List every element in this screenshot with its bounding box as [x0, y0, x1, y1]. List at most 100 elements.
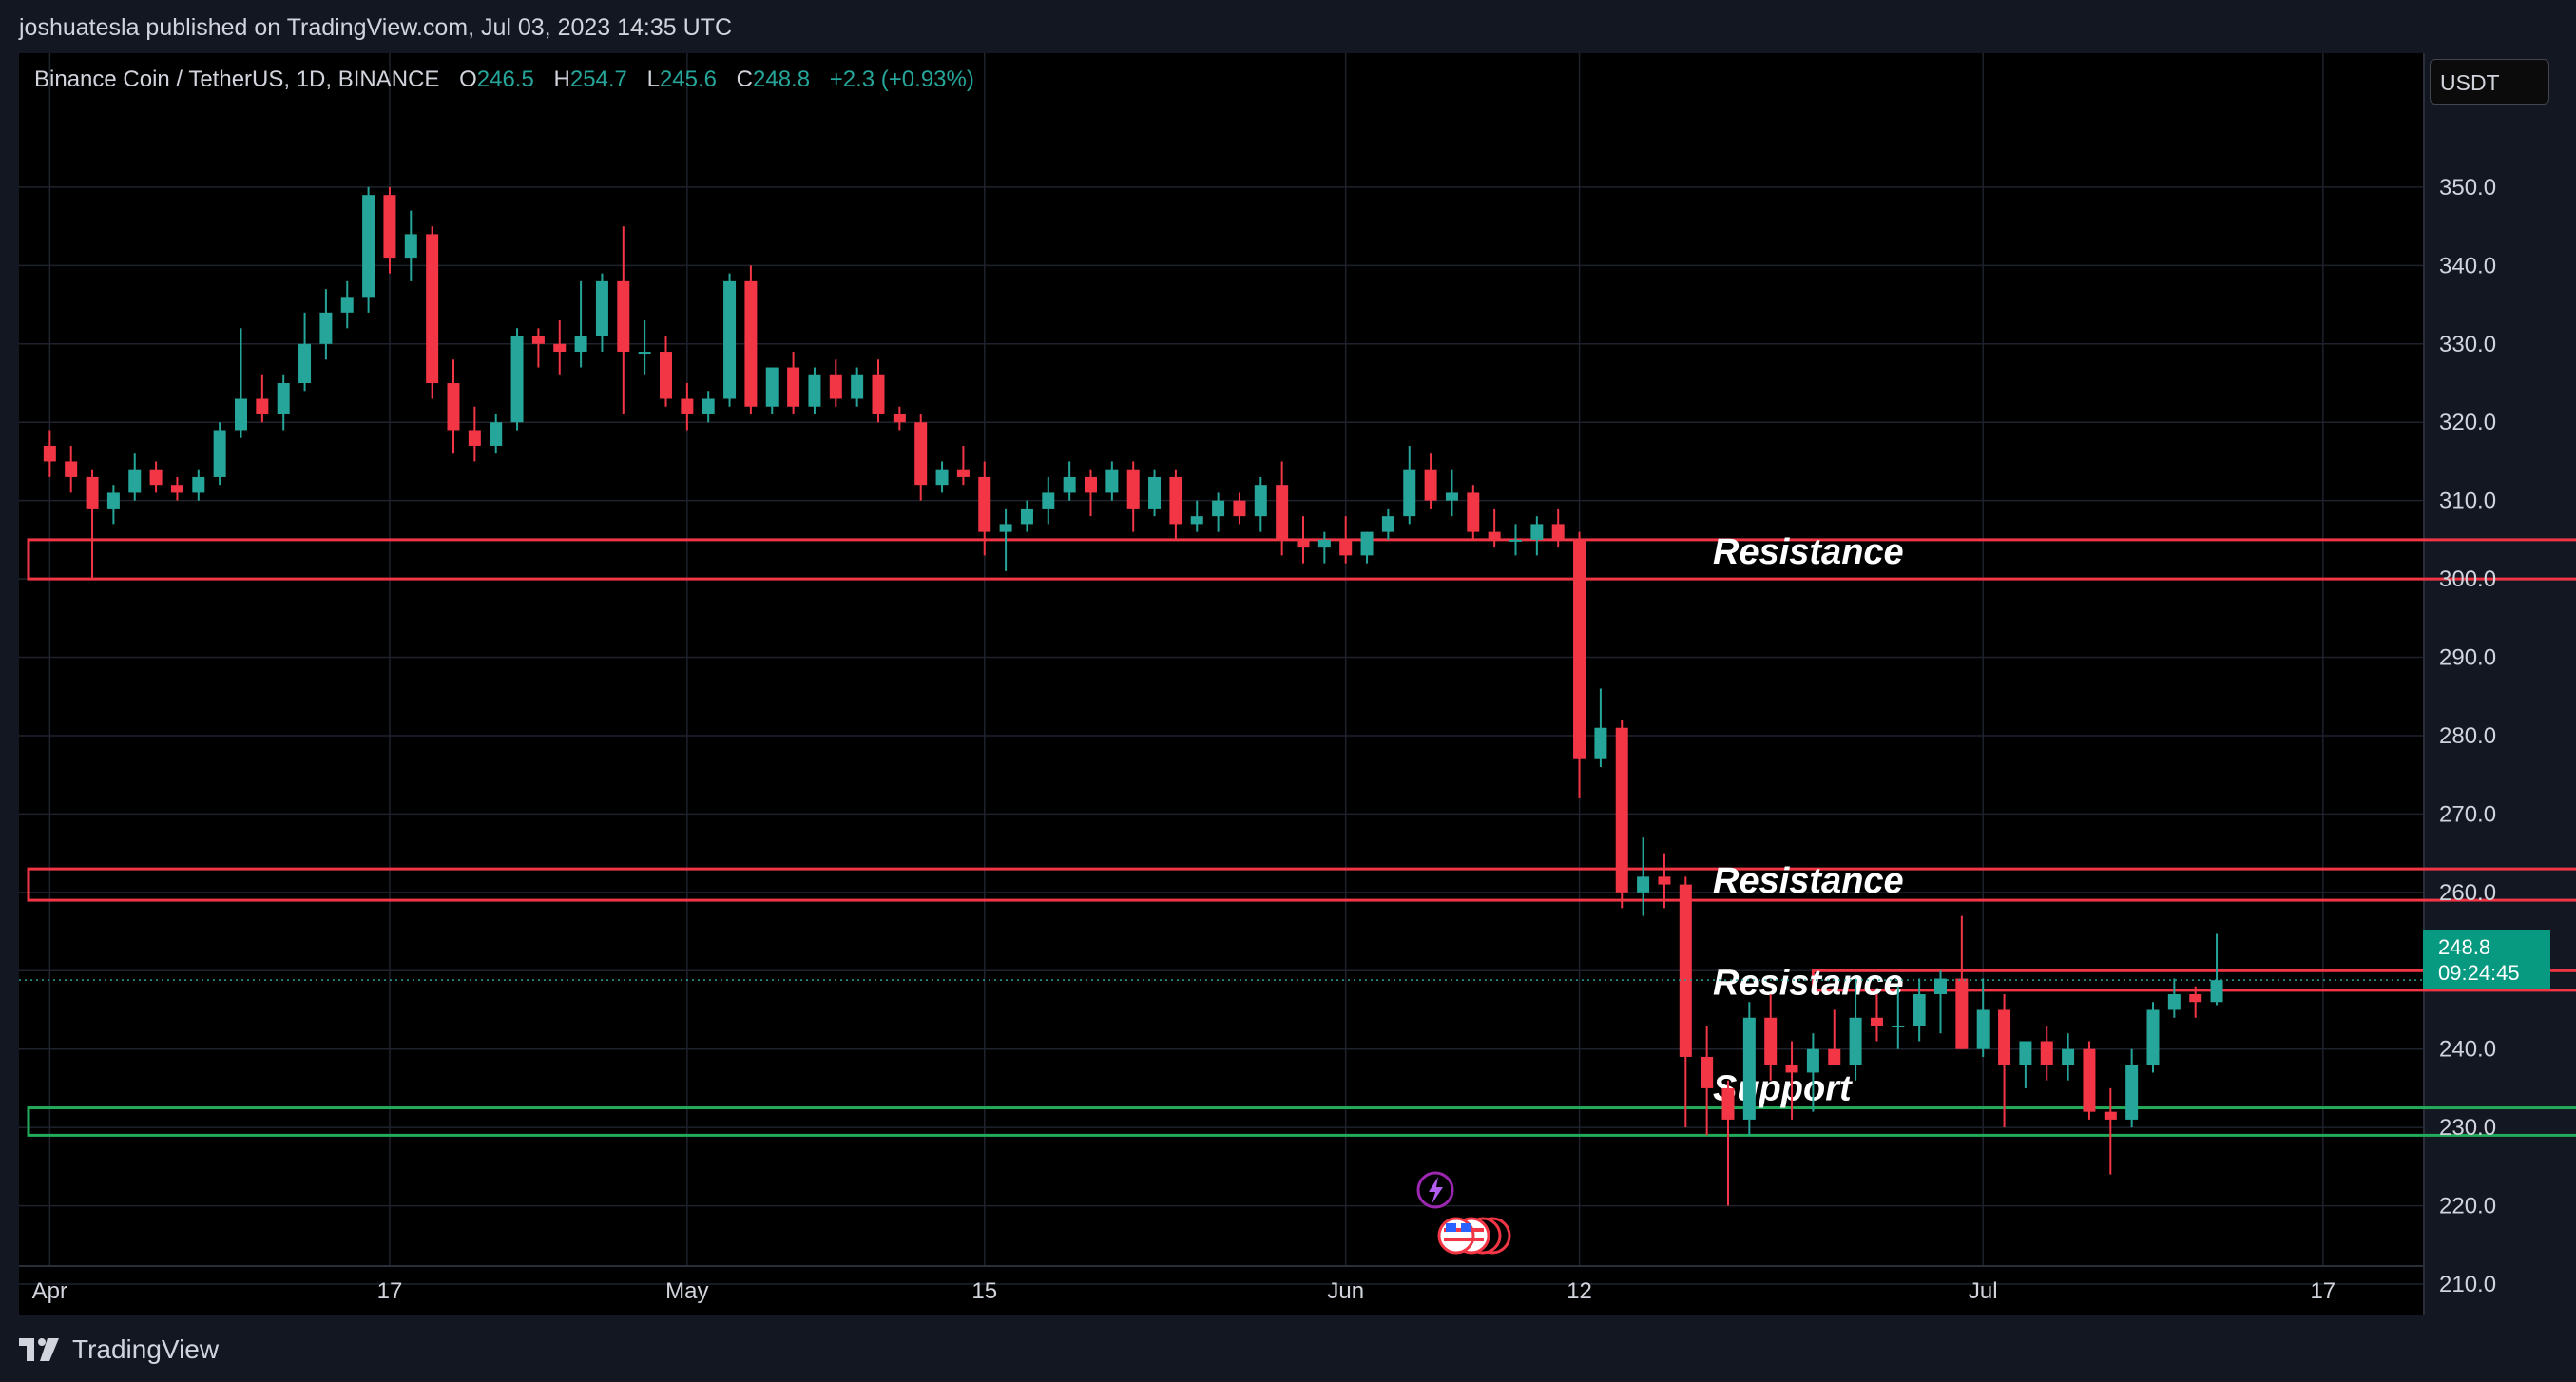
plot-area[interactable]	[19, 53, 2424, 1315]
candle-up[interactable]	[2062, 1033, 2075, 1081]
candle-up[interactable]	[808, 367, 821, 414]
candle-up[interactable]	[2019, 1041, 2032, 1088]
candle-up[interactable]	[1530, 516, 1544, 556]
candle-down[interactable]	[893, 406, 906, 431]
resistance-zone[interactable]	[27, 867, 2576, 902]
candle-down[interactable]	[1679, 876, 1692, 1128]
candle-up[interactable]	[2210, 933, 2223, 1006]
candle-up[interactable]	[574, 280, 587, 368]
candle-up[interactable]	[319, 289, 333, 360]
candle-down[interactable]	[1297, 516, 1310, 564]
candle-up[interactable]	[1594, 688, 1607, 767]
candle-down[interactable]	[426, 226, 439, 399]
candle-up[interactable]	[298, 312, 312, 392]
candle-up[interactable]	[1509, 524, 1522, 556]
candle-down[interactable]	[1467, 485, 1480, 540]
candle-down[interactable]	[872, 359, 885, 423]
resistance-zone[interactable]	[1811, 969, 2576, 992]
candle-up[interactable]	[1360, 531, 1374, 564]
candle-up[interactable]	[192, 469, 205, 501]
candle-up[interactable]	[1934, 970, 1947, 1034]
candle-up[interactable]	[1212, 492, 1225, 532]
candle-up[interactable]	[1403, 445, 1416, 525]
candle-up[interactable]	[723, 273, 737, 407]
candle-up[interactable]	[1254, 476, 1267, 532]
candle-up[interactable]	[2146, 1002, 2160, 1073]
candle-down[interactable]	[2040, 1025, 2053, 1081]
candle-up[interactable]	[128, 453, 142, 501]
candle-down[interactable]	[744, 265, 758, 414]
candle-up[interactable]	[277, 374, 290, 431]
candle-down[interactable]	[1169, 469, 1182, 540]
candle-down[interactable]	[1551, 508, 1565, 548]
candle-down[interactable]	[1828, 1009, 1841, 1065]
candle-up[interactable]	[213, 422, 226, 486]
candle-up[interactable]	[1042, 476, 1055, 525]
symbol-legend[interactable]: Binance Coin / TetherUS, 1D, BINANCE O24…	[34, 67, 974, 93]
candle-up[interactable]	[935, 461, 949, 493]
candle-down[interactable]	[256, 374, 269, 423]
candle-down[interactable]	[787, 352, 800, 414]
candle-down[interactable]	[447, 359, 460, 454]
candle-up[interactable]	[510, 328, 524, 431]
candle-down[interactable]	[1701, 1025, 1714, 1136]
candle-up[interactable]	[404, 210, 417, 281]
candle-down[interactable]	[383, 186, 396, 274]
time-axis[interactable]: Apr17May15Jun12Jul17Aug14Sep	[32, 1278, 2576, 1304]
candle-down[interactable]	[1721, 1080, 1735, 1206]
candle-up[interactable]	[490, 413, 503, 454]
candle-up[interactable]	[765, 367, 779, 414]
candle-down[interactable]	[2189, 986, 2202, 1018]
candle-up[interactable]	[595, 273, 608, 353]
candle-up[interactable]	[1892, 986, 1905, 1049]
candle-up[interactable]	[2125, 1048, 2139, 1128]
candle-up[interactable]	[1637, 837, 1650, 916]
price-axis[interactable]: 350.0 340.0 330.0 320.0 310.0 300.0 290.0 280.0…	[2439, 175, 2496, 1297]
candle-up[interactable]	[638, 320, 651, 375]
candle-down[interactable]	[956, 445, 970, 486]
candle-down[interactable]	[1085, 469, 1097, 517]
candle-down[interactable]	[65, 445, 78, 493]
candle-down[interactable]	[1339, 516, 1353, 564]
candle-up[interactable]	[1020, 500, 1033, 532]
candle-up[interactable]	[702, 391, 715, 423]
candle-down[interactable]	[1998, 994, 2011, 1128]
candle-down[interactable]	[1870, 994, 1883, 1042]
candle-up[interactable]	[340, 280, 354, 329]
candle-up[interactable]	[1806, 1033, 1819, 1112]
candle-up[interactable]	[1445, 469, 1458, 517]
candle-down[interactable]	[914, 413, 928, 501]
candle-down[interactable]	[2083, 1041, 2096, 1120]
tradingview-logo[interactable]: TradingView	[19, 1333, 219, 1367]
candle-up[interactable]	[1063, 461, 1076, 501]
candle-down[interactable]	[1276, 461, 1289, 556]
candle-up[interactable]	[2167, 978, 2181, 1018]
candle-up[interactable]	[999, 508, 1012, 571]
candle-down[interactable]	[1615, 720, 1628, 909]
candle-up[interactable]	[1317, 531, 1331, 564]
candle-down[interactable]	[660, 336, 672, 407]
candle-up[interactable]	[1849, 978, 1862, 1081]
candle-up[interactable]	[1148, 469, 1162, 517]
candle-up[interactable]	[1105, 461, 1119, 501]
candle-down[interactable]	[531, 328, 545, 368]
candle-down[interactable]	[149, 461, 163, 493]
candle-down[interactable]	[1764, 994, 1778, 1081]
candle-down[interactable]	[829, 359, 842, 407]
candle-up[interactable]	[1190, 500, 1203, 532]
candle-down[interactable]	[617, 226, 630, 414]
candle-down[interactable]	[2104, 1087, 2117, 1175]
candle-down[interactable]	[1126, 461, 1140, 532]
us-flag-icon[interactable]	[1437, 1217, 1511, 1255]
candle-down[interactable]	[1785, 1041, 1798, 1120]
event-markers[interactable]	[1416, 1171, 1511, 1255]
candle-up[interactable]	[362, 186, 375, 313]
candle-down[interactable]	[1658, 853, 1671, 909]
candle-down[interactable]	[978, 461, 991, 556]
candle-up[interactable]	[235, 328, 247, 438]
currency-selector[interactable]: USDT	[2430, 59, 2549, 105]
candle-down[interactable]	[1573, 531, 1586, 798]
candle-down[interactable]	[1488, 508, 1501, 548]
candle-up[interactable]	[1381, 508, 1394, 540]
